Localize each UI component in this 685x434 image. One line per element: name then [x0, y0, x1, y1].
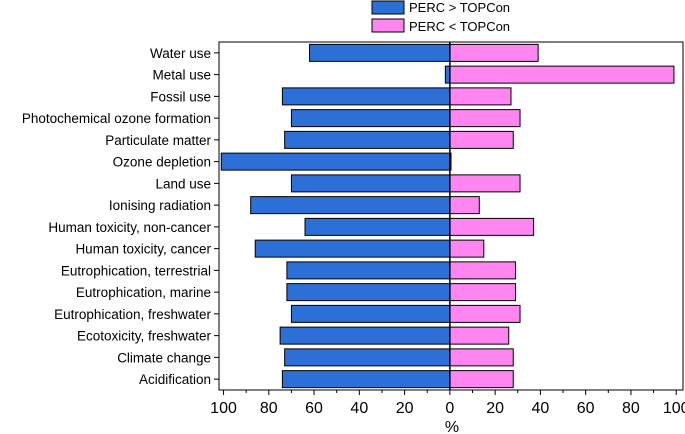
- bar-perc-greater-particulate-matter: [284, 130, 451, 149]
- category-label-ecotoxicity-freshwater: Ecotoxicity, freshwater: [77, 329, 212, 344]
- bar-perc-greater-ecotoxicity-freshwater: [279, 326, 451, 345]
- plot-frame: [218, 41, 684, 391]
- bar-perc-less-metal-use: [449, 65, 675, 84]
- legend-swatch-perc-less: [371, 18, 405, 33]
- bar-perc-less-human-toxicity-non-cancer: [449, 217, 535, 236]
- x-tick-label: 60: [577, 400, 595, 417]
- category-label-land-use: Land use: [155, 176, 211, 191]
- bar-perc-less-human-toxicity-cancer: [449, 239, 485, 258]
- bar-perc-less-ecotoxicity-freshwater: [449, 326, 510, 345]
- bar-perc-greater-land-use: [290, 174, 451, 193]
- category-label-photochemical-ozone-formation: Photochemical ozone formation: [22, 111, 211, 126]
- bar-perc-greater-climate-change: [284, 348, 451, 367]
- category-label-ionising-radiation: Ionising radiation: [109, 198, 211, 213]
- category-label-human-toxicity-non-cancer: Human toxicity, non-cancer: [48, 220, 211, 235]
- bar-perc-less-land-use: [449, 174, 521, 193]
- category-label-water-use: Water use: [150, 46, 211, 61]
- bar-perc-greater-ionising-radiation: [250, 196, 451, 215]
- x-tick-label: 20: [486, 400, 504, 417]
- bar-perc-greater-water-use: [309, 43, 451, 62]
- plot-area: Water use Metal use Fossil use Photochemica…: [22, 41, 685, 417]
- category-label-eutrophication-terrestrial: Eutrophication, terrestrial: [61, 263, 211, 278]
- x-axis-title: %: [445, 419, 459, 434]
- bar-perc-greater-human-toxicity-non-cancer: [304, 217, 451, 236]
- x-tick-label: 0: [445, 400, 454, 417]
- x-tick-label: 80: [260, 400, 278, 417]
- bar-perc-greater-eutrophication-terrestrial: [286, 261, 451, 280]
- legend: PERC > TOPCon PERC < TOPCon: [371, 0, 510, 34]
- bar-perc-less-particulate-matter: [449, 130, 514, 149]
- category-label-fossil-use: Fossil use: [150, 89, 211, 104]
- legend-swatch-perc-greater: [371, 0, 405, 15]
- category-label-particulate-matter: Particulate matter: [105, 133, 211, 148]
- category-label-metal-use: Metal use: [152, 68, 211, 83]
- x-tick-label: 40: [350, 400, 368, 417]
- category-label-ozone-depletion: Ozone depletion: [113, 155, 211, 170]
- x-tick-label: 100: [663, 400, 685, 417]
- bar-perc-greater-eutrophication-freshwater: [290, 304, 451, 323]
- bar-perc-less-fossil-use: [449, 87, 512, 106]
- bar-perc-less-eutrophication-terrestrial: [449, 261, 517, 280]
- category-label-eutrophication-freshwater: Eutrophication, freshwater: [54, 307, 211, 322]
- bar-perc-less-eutrophication-marine: [449, 283, 517, 302]
- bar-perc-greater-human-toxicity-cancer: [254, 239, 451, 258]
- bar-perc-greater-eutrophication-marine: [286, 283, 451, 302]
- bar-perc-greater-acidification: [281, 370, 451, 389]
- category-label-eutrophication-marine: Eutrophication, marine: [76, 285, 211, 300]
- category-label-acidification: Acidification: [139, 372, 211, 387]
- bar-perc-less-eutrophication-freshwater: [449, 304, 521, 323]
- x-tick-label: 40: [532, 400, 550, 417]
- x-tick-label: 100: [210, 400, 237, 417]
- category-label-human-toxicity-cancer: Human toxicity, cancer: [75, 242, 211, 257]
- category-label-climate-change: Climate change: [117, 350, 211, 365]
- bar-perc-greater-photochemical-ozone-formation: [290, 109, 451, 128]
- x-tick-label: 60: [305, 400, 323, 417]
- legend-label-perc-greater: PERC > TOPCon: [409, 0, 510, 15]
- legend-label-perc-less: PERC < TOPCon: [409, 19, 510, 34]
- bar-perc-less-acidification: [449, 370, 514, 389]
- x-tick-label: 80: [622, 400, 640, 417]
- bar-perc-greater-fossil-use: [281, 87, 451, 106]
- bar-perc-less-climate-change: [449, 348, 514, 367]
- bar-perc-less-photochemical-ozone-formation: [449, 109, 521, 128]
- bar-perc-less-water-use: [449, 43, 539, 62]
- bar-perc-greater-ozone-depletion: [220, 152, 451, 171]
- x-tick-label: 20: [396, 400, 414, 417]
- bar-perc-less-ionising-radiation: [449, 196, 480, 215]
